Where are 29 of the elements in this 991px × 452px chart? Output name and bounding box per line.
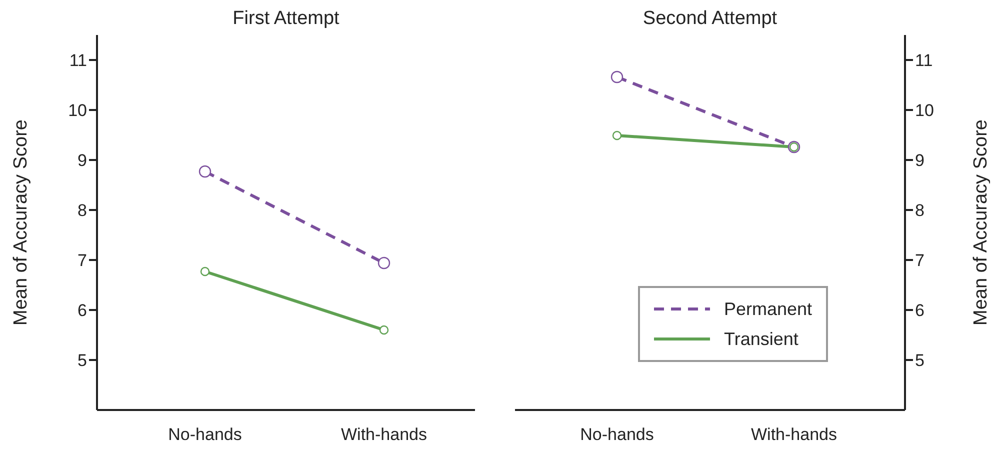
- y-tick-label: 10: [68, 101, 87, 120]
- y-tick-label: 10: [915, 101, 934, 120]
- legend-label: Permanent: [724, 298, 812, 321]
- x-tick-label: No-hands: [580, 425, 654, 444]
- y-tick-label: 9: [915, 151, 924, 170]
- point: [198, 165, 212, 178]
- point: [378, 256, 390, 270]
- x-tick-label: With-hands: [341, 425, 427, 444]
- legend-label: Transient: [724, 328, 798, 351]
- point: [200, 266, 210, 276]
- y-tick-label: 9: [78, 151, 87, 170]
- x-tick-label: With-hands: [751, 425, 837, 444]
- y-tick-label: 6: [915, 301, 924, 320]
- x-tick-label: No-hands: [168, 425, 242, 444]
- y-tick-label: 8: [78, 201, 87, 220]
- y-tick-label: 6: [78, 301, 87, 320]
- chart-title: Second Attempt: [642, 8, 778, 30]
- y-tick-label: 7: [915, 251, 924, 270]
- point: [612, 130, 622, 140]
- y-tick-label: 5: [915, 351, 924, 370]
- y-axis-title: Mean of Accuracy Score: [10, 120, 32, 326]
- y-tick-label: 11: [69, 51, 87, 70]
- point: [610, 70, 624, 84]
- point: [379, 325, 389, 335]
- y-tick-label: 5: [78, 351, 87, 370]
- chart-title: First Attempt: [232, 8, 340, 30]
- y-tick-label: 8: [915, 201, 924, 220]
- y-tick-label: 11: [915, 51, 933, 70]
- y-tick-label: 7: [78, 251, 87, 270]
